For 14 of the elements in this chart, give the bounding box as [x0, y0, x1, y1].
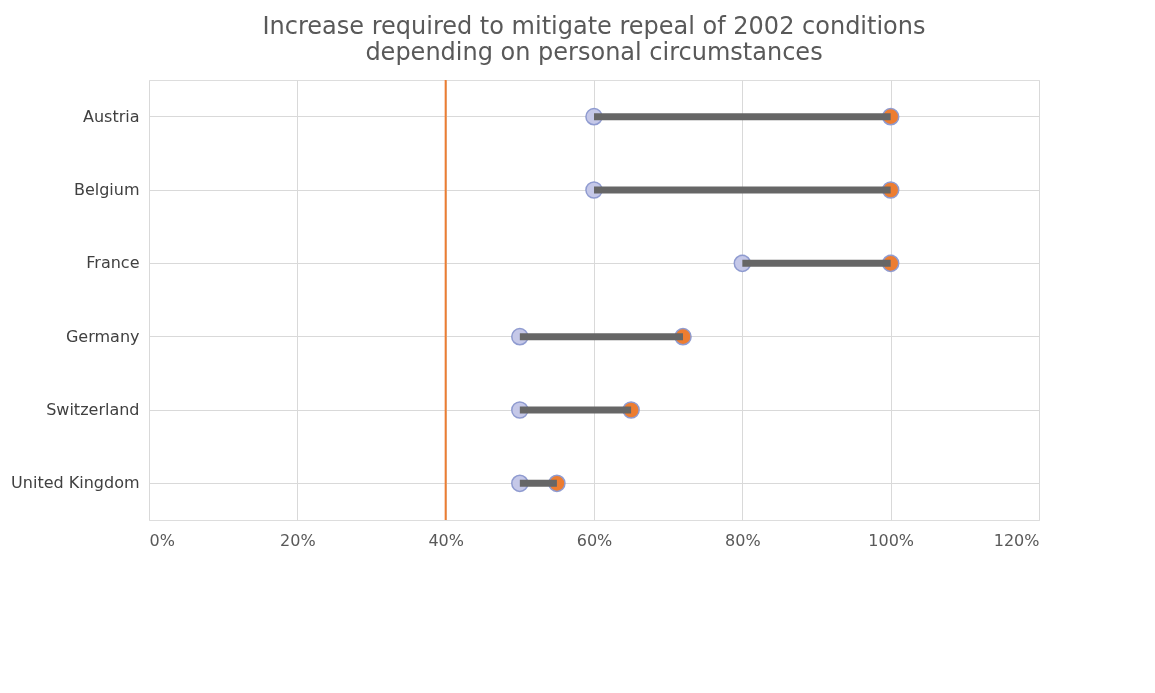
y-tick-label: United Kingdom	[11, 473, 140, 493]
x-tick-label: 20%	[280, 530, 316, 550]
y-tick-label: France	[86, 253, 140, 273]
x-tick-label: 60%	[576, 530, 613, 550]
x-tick-label: 0%	[149, 530, 175, 550]
y-tick-label: Austria	[82, 106, 140, 126]
x-tick-label: 40%	[428, 530, 464, 550]
x-tick-label: 120%	[993, 530, 1040, 550]
x-tick-label: 100%	[868, 530, 915, 550]
y-tick-label: Belgium	[73, 180, 140, 199]
y-tick-label: Germany	[65, 326, 140, 346]
chart-title: Increase required to mitigate repeal of 2002 conditions depending on personal circumstances	[262, 12, 926, 66]
y-tick-label: Switzerland	[46, 400, 140, 419]
x-tick-label: 80%	[725, 530, 761, 550]
